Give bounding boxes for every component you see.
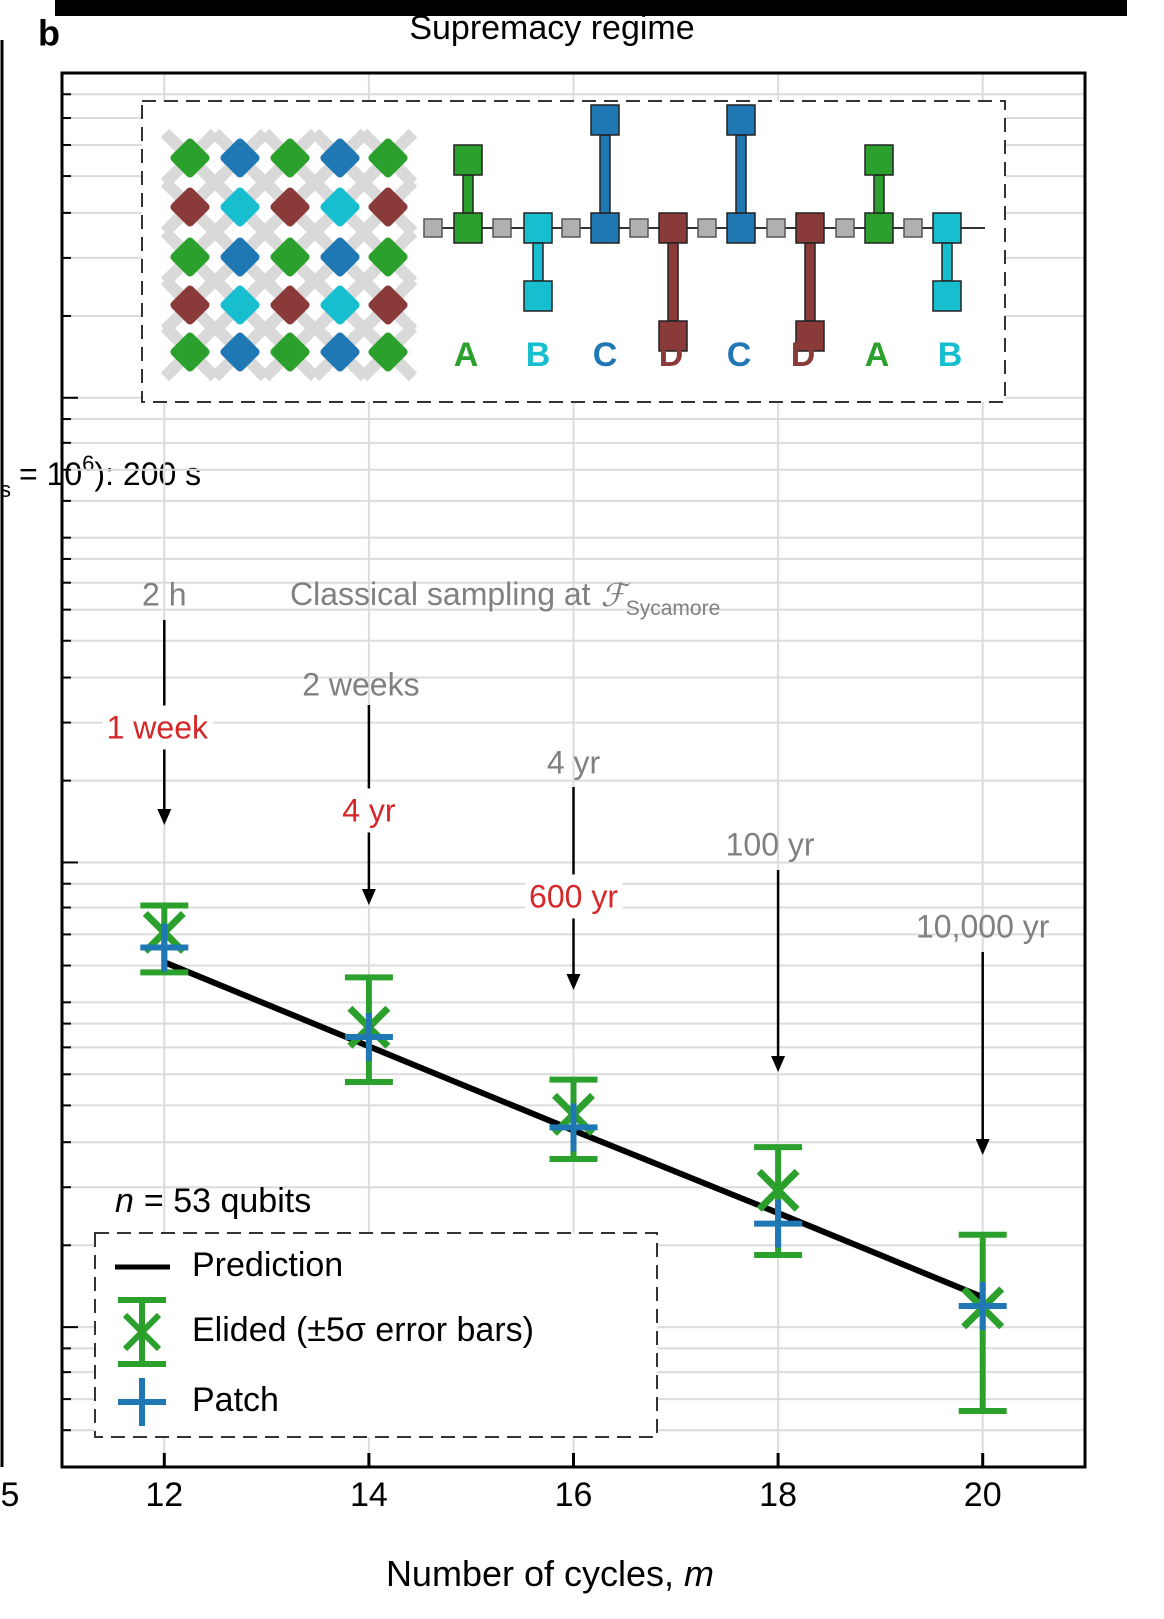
qubit-pad bbox=[524, 213, 552, 243]
qubit-neck bbox=[805, 243, 815, 321]
qubit-label: A bbox=[865, 336, 890, 374]
x-tick-label: 12 bbox=[145, 1476, 183, 1514]
arrow-head bbox=[567, 974, 581, 990]
legend-label: Elided (±5σ error bars) bbox=[192, 1311, 534, 1349]
panel-letter: b bbox=[38, 13, 60, 54]
plus-marker bbox=[140, 924, 188, 972]
qubit-neck bbox=[600, 135, 610, 213]
coupler-square bbox=[767, 219, 785, 237]
coupler-square bbox=[424, 219, 442, 237]
figure: b Supremacy regime 5 s = 106): 200 s A B C D… bbox=[0, 0, 1164, 1619]
qubit-pad bbox=[865, 213, 893, 243]
qubit-neck bbox=[874, 175, 884, 213]
plot: 2 h 2 weeks 4 yr 100 yr 10,000 yr 1 week 4 yr 6… bbox=[95, 576, 1050, 1438]
qubit-pad bbox=[591, 105, 619, 135]
qubit-pad bbox=[454, 213, 482, 243]
qubit-pad bbox=[659, 213, 687, 243]
qubit-pad bbox=[933, 213, 961, 243]
fragment-text: = 10 bbox=[19, 456, 82, 492]
coupler-square bbox=[836, 219, 854, 237]
legend-note: n = 53 qubits bbox=[115, 1182, 311, 1220]
x-tick-label: 18 bbox=[759, 1476, 797, 1514]
classical-time: 2 weeks bbox=[302, 666, 419, 702]
left-tick-label: 5 bbox=[1, 1476, 20, 1514]
legend-label: Patch bbox=[192, 1381, 279, 1419]
x-label-var: m bbox=[684, 1553, 714, 1594]
qubit-label: D bbox=[791, 336, 816, 374]
x-tick-label: 20 bbox=[964, 1476, 1002, 1514]
classical-time: 4 yr bbox=[547, 744, 601, 780]
elided-time: 4 yr bbox=[342, 792, 396, 828]
qubit-neck bbox=[942, 243, 952, 281]
annotation-text: Classical sampling at bbox=[290, 576, 591, 612]
classical-time: 100 yr bbox=[726, 826, 815, 862]
qubit-pad bbox=[454, 145, 482, 175]
qubit-pad bbox=[865, 145, 893, 175]
arrow-head bbox=[976, 1139, 990, 1155]
fragment-tail: ): 200 s bbox=[94, 456, 201, 492]
qubit-pad bbox=[727, 105, 755, 135]
qubit-label: C bbox=[593, 336, 618, 374]
coupler-square bbox=[630, 219, 648, 237]
fragment-sub: s bbox=[0, 477, 11, 502]
annotation-sub: Sycamore bbox=[626, 597, 721, 620]
coupler-square bbox=[698, 219, 716, 237]
qubit-label: B bbox=[938, 336, 963, 374]
qubit-neck bbox=[668, 243, 678, 321]
qubit-label: D bbox=[659, 336, 684, 374]
plus-marker bbox=[550, 1103, 598, 1151]
coupler-square bbox=[493, 219, 511, 237]
legend-note-text: = 53 qubits bbox=[144, 1182, 311, 1220]
qubit-neck bbox=[736, 135, 746, 213]
chart-title: Supremacy regime bbox=[409, 9, 694, 47]
qubit-label: C bbox=[727, 336, 752, 374]
qubit-pad bbox=[796, 213, 824, 243]
arrow-head bbox=[771, 1056, 785, 1072]
fragment-sup: 6 bbox=[82, 451, 94, 476]
legend-note-var: n bbox=[115, 1182, 134, 1220]
arrow-head bbox=[362, 889, 376, 905]
classical-time: 2 h bbox=[142, 576, 186, 612]
arrow-head bbox=[157, 809, 171, 825]
x-label-text: Number of cycles, bbox=[386, 1553, 674, 1594]
elided-time: 1 week bbox=[107, 709, 209, 745]
qubit-neck bbox=[533, 243, 543, 281]
coupler-square bbox=[904, 219, 922, 237]
qubit-pad bbox=[591, 213, 619, 243]
x-tick-label: 14 bbox=[350, 1476, 388, 1514]
qubit-label: B bbox=[526, 336, 551, 374]
left-fragment: s = 106): 200 s bbox=[0, 451, 201, 502]
elided-time: 600 yr bbox=[529, 878, 618, 914]
qubit-pad bbox=[727, 213, 755, 243]
legend-label: Prediction bbox=[192, 1246, 343, 1284]
qubit-pad bbox=[933, 281, 961, 311]
qubit-label: A bbox=[454, 336, 479, 374]
coupler-square bbox=[562, 219, 580, 237]
qubit-neck bbox=[463, 175, 473, 213]
qubit-pad bbox=[524, 281, 552, 311]
x-axis-label: Number of cycles, m bbox=[386, 1553, 714, 1594]
x-tick-label: 16 bbox=[555, 1476, 593, 1514]
classical-time: 10,000 yr bbox=[916, 908, 1050, 944]
